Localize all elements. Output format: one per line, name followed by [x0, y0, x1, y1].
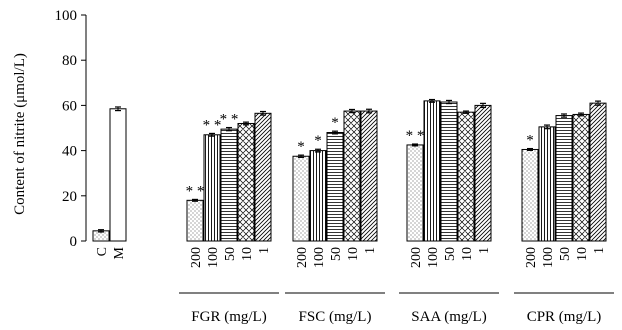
category-label: 10: [575, 247, 590, 261]
bar: [292, 155, 310, 242]
category-label: 100: [206, 247, 221, 268]
bar: [326, 132, 344, 242]
y-tick-label: 40: [62, 144, 77, 160]
group-label: FGR (mg/L): [191, 309, 266, 325]
bar: [343, 110, 361, 242]
bar: [440, 101, 458, 242]
category-label: 100: [312, 247, 327, 268]
bar: [538, 126, 556, 242]
category-label: 10: [460, 247, 475, 261]
category-label: 100: [541, 247, 556, 268]
y-axis-title: Content of nitrite (μmol/L): [12, 53, 28, 215]
significance-marker: * *: [406, 128, 425, 144]
category-label: 50: [329, 247, 344, 261]
significance-marker: *: [314, 133, 322, 149]
axes-layer: [81, 14, 614, 294]
bar: [457, 111, 475, 242]
bar: [254, 112, 272, 242]
category-label: 50: [558, 247, 573, 261]
significance-marker: * *: [203, 117, 222, 133]
y-tick-label: 80: [62, 53, 77, 69]
y-tick-label: 0: [70, 234, 78, 250]
category-label: 200: [295, 247, 310, 268]
y-tick-label: 60: [62, 98, 77, 114]
bar: [109, 108, 127, 242]
bar: [237, 122, 255, 242]
bar: [406, 144, 424, 242]
group-label: FSC (mg/L): [299, 309, 372, 325]
significance-marker: *: [526, 133, 534, 149]
bar: [589, 102, 607, 242]
bar: [474, 104, 492, 242]
bar: [220, 128, 238, 242]
bars-layer: [92, 98, 607, 242]
significance-marker: *: [331, 115, 339, 131]
category-label: 50: [443, 247, 458, 261]
category-label: 200: [409, 247, 424, 268]
category-label: 1: [592, 247, 607, 254]
category-label: C: [95, 247, 110, 256]
bar: [360, 110, 378, 242]
bar: [521, 148, 539, 242]
category-label: 100: [426, 247, 441, 268]
group-label: CPR (mg/L): [527, 309, 602, 325]
bar: [186, 199, 204, 242]
y-tick-label: 20: [62, 189, 77, 205]
category-label: 50: [223, 247, 238, 261]
bar: [309, 150, 327, 242]
category-label: 200: [189, 247, 204, 268]
labels-layer: 0 20 40 60 80 100 Content of nitrite (μmol/L) C…: [12, 8, 607, 325]
group-label: SAA (mg/L): [411, 309, 486, 325]
bar: [572, 113, 590, 242]
bar: [203, 134, 221, 242]
category-label: 10: [240, 247, 255, 261]
category-label: 1: [257, 247, 272, 254]
y-tick-label: 100: [55, 8, 78, 24]
category-label: 1: [477, 247, 492, 254]
bar: [423, 100, 441, 242]
bar: [555, 115, 573, 242]
significance-marker: * *: [220, 112, 239, 128]
category-label: 1: [363, 247, 378, 254]
significance-marker: * *: [186, 183, 205, 199]
category-label: 10: [346, 247, 361, 261]
category-label: M: [112, 246, 127, 259]
category-label: 200: [524, 247, 539, 268]
significance-marker: *: [297, 139, 305, 155]
